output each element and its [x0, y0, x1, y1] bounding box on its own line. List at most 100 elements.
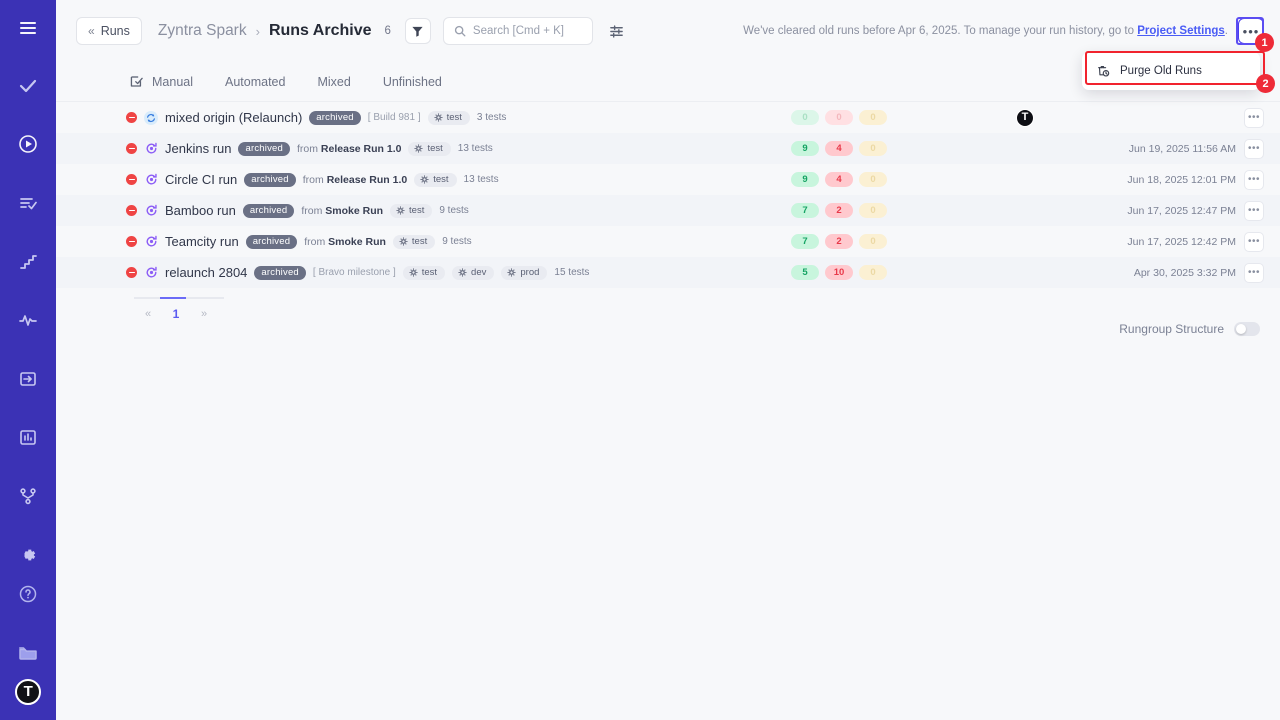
funnel-icon	[412, 26, 424, 37]
row-kebab-button[interactable]: •••	[1244, 200, 1264, 221]
from-name: Smoke Run	[328, 235, 386, 248]
from-prefix: from	[302, 173, 324, 186]
status-badge: archived	[244, 172, 296, 187]
filter-button[interactable]	[404, 18, 431, 44]
run-name[interactable]: mixed origin (Relaunch)	[165, 110, 303, 125]
table-row[interactable]: Bamboo run archived from Smoke Run test …	[56, 195, 1280, 226]
gear-icon[interactable]	[8, 535, 48, 574]
run-source: from Smoke Run	[301, 205, 383, 217]
user-avatar[interactable]: T	[15, 678, 41, 705]
menu-item-purge-old-runs[interactable]: Purge Old Runs	[1082, 57, 1260, 85]
tag-pill[interactable]: prod	[501, 265, 548, 280]
run-name[interactable]: Jenkins run	[165, 141, 232, 156]
failed-count: 2	[825, 203, 853, 218]
chart-bar-icon[interactable]	[8, 418, 48, 457]
breadcrumb-project[interactable]: Zyntra Spark	[157, 22, 247, 39]
search-input[interactable]: Search [Cmd + K]	[442, 17, 593, 45]
rungroup-structure-toggle[interactable]	[1234, 322, 1260, 336]
run-source: from Release Run 1.0	[303, 174, 407, 186]
tag-pill[interactable]: test	[390, 203, 433, 218]
tab-mixed[interactable]: Mixed	[301, 62, 366, 102]
row-date: Apr 30, 2025 3:32 PM	[1133, 266, 1236, 279]
passed-count: 5	[791, 265, 819, 280]
row-kebab-button[interactable]: •••	[1244, 262, 1264, 283]
main-content: « Runs Zyntra Spark › Runs Archive 6 Sea…	[56, 0, 1280, 720]
tag-label: test	[411, 235, 428, 247]
trash-clock-icon	[1096, 64, 1110, 78]
tab-automated[interactable]: Automated	[209, 62, 301, 102]
header-right-group: We've cleared old runs before Apr 6, 202…	[743, 18, 1264, 44]
breadcrumb-separator: ›	[255, 23, 260, 39]
pagination-prev-button[interactable]: «	[134, 304, 162, 324]
table-row[interactable]: relaunch 2804 archived [ Bravo milestone…	[56, 257, 1280, 288]
run-name[interactable]: Bamboo run	[165, 203, 236, 218]
tag-pill[interactable]: dev	[452, 265, 495, 280]
select-all-checkbox-icon[interactable]	[129, 74, 144, 89]
tag-pill[interactable]: test	[414, 172, 457, 187]
row-kebab-button[interactable]: •••	[1244, 138, 1264, 159]
row-kebab-button[interactable]: •••	[1244, 169, 1264, 190]
pagination-page-1[interactable]: 1	[162, 304, 190, 324]
gear-icon	[396, 206, 405, 215]
status-badge: archived	[242, 203, 295, 218]
avatar-initial: T	[23, 683, 33, 701]
tab-mixed-label: Mixed	[317, 74, 351, 89]
skipped-count: 0	[859, 110, 887, 125]
rungroup-structure-control: Rungroup Structure	[1119, 322, 1260, 336]
tab-unfinished[interactable]: Unfinished	[367, 62, 458, 102]
run-name[interactable]: Teamcity run	[165, 234, 239, 249]
row-kebab-button[interactable]: •••	[1244, 231, 1264, 252]
relaunch-icon	[144, 235, 158, 249]
import-icon[interactable]	[8, 360, 48, 399]
result-counts: 5 10 0	[791, 265, 887, 280]
passed-count: 7	[791, 203, 819, 218]
steps-icon[interactable]	[8, 242, 48, 281]
tag-label: test	[446, 111, 462, 123]
passed-count: 0	[791, 110, 819, 125]
status-badge: archived	[238, 141, 290, 156]
table-row[interactable]: Jenkins run archived from Release Run 1.…	[56, 133, 1280, 164]
row-main-cell: Circle CI run archived from Release Run …	[126, 172, 499, 187]
passed-count: 9	[791, 172, 819, 187]
tests-count: 3 tests	[476, 112, 507, 123]
skipped-count: 0	[859, 265, 887, 280]
pagination: « 1 »	[56, 297, 1280, 324]
table-row[interactable]: Teamcity run archived from Smoke Run tes…	[56, 226, 1280, 257]
activity-icon[interactable]	[8, 301, 48, 340]
tab-manual-label: Manual	[152, 74, 193, 89]
list-check-icon[interactable]	[8, 184, 48, 223]
table-row[interactable]: Circle CI run archived from Release Run …	[56, 164, 1280, 195]
tag-pill[interactable]: test	[408, 141, 451, 156]
row-main-cell: relaunch 2804 archived [ Bravo milestone…	[126, 265, 589, 280]
row-kebab-dots: •••	[1247, 174, 1260, 185]
tab-manual[interactable]: Manual	[126, 62, 209, 102]
tag-pill[interactable]: test	[427, 110, 470, 125]
header-kebab-dropdown: Purge Old Runs	[1082, 52, 1260, 90]
run-name[interactable]: Circle CI run	[165, 172, 238, 187]
play-circle-icon[interactable]	[8, 125, 48, 164]
sliders-icon	[610, 24, 624, 38]
project-settings-link[interactable]: Project Settings	[1137, 25, 1225, 37]
row-kebab-button[interactable]: •••	[1244, 107, 1264, 128]
run-name[interactable]: relaunch 2804	[165, 265, 248, 280]
from-name: Release Run 1.0	[326, 173, 408, 186]
pagination-next-button[interactable]: »	[190, 304, 218, 324]
folder-icon[interactable]	[8, 633, 48, 673]
table-row[interactable]: mixed origin (Relaunch) archived [ Build…	[56, 102, 1280, 133]
failed-count: 0	[825, 110, 853, 125]
help-circle-icon[interactable]	[8, 574, 48, 614]
status-blocked-icon	[126, 143, 137, 154]
tag-pill[interactable]: test	[402, 265, 446, 280]
status-blocked-icon	[126, 174, 137, 185]
avatar[interactable]: T	[1016, 108, 1034, 127]
tag-label: test	[427, 142, 443, 154]
back-to-runs-button[interactable]: « Runs	[76, 17, 142, 45]
display-settings-button[interactable]	[607, 21, 627, 41]
branch-icon[interactable]	[8, 477, 48, 516]
menu-icon[interactable]	[8, 9, 48, 48]
tag-pill[interactable]: test	[392, 234, 436, 249]
checkmark-icon[interactable]	[8, 67, 48, 106]
row-kebab-dots: •••	[1247, 205, 1260, 216]
purge-notice-text: We've cleared old runs before Apr 6, 202…	[743, 25, 1135, 37]
pagination-page-label: 1	[172, 307, 180, 321]
